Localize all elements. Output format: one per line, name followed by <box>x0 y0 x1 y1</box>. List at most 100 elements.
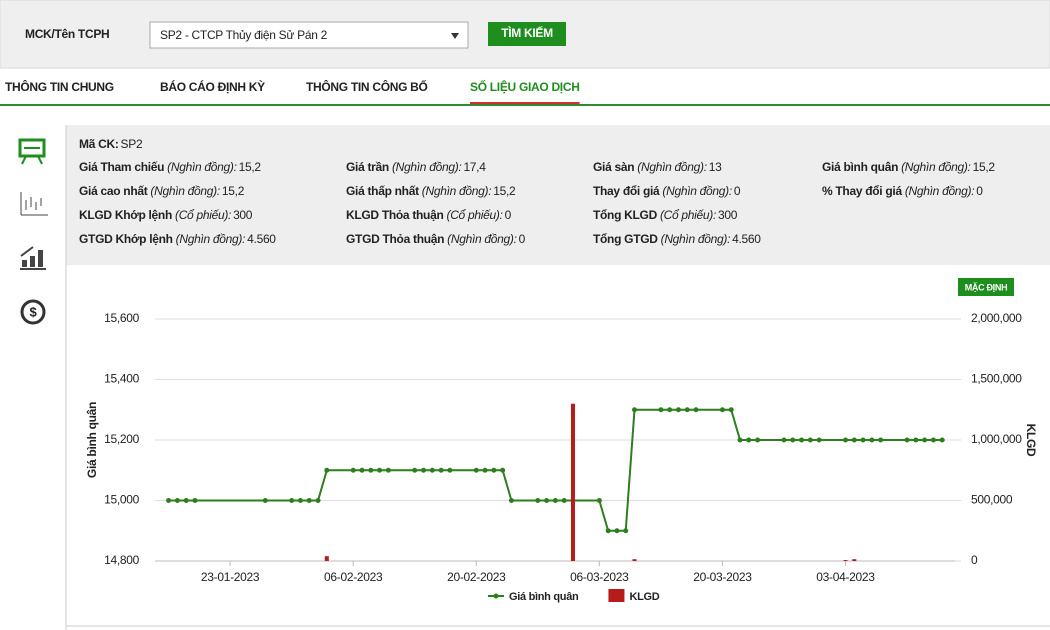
info-value: 0 <box>505 208 512 222</box>
y-tick-label: 15,000 <box>104 493 140 507</box>
dropdown-arrow <box>451 33 459 39</box>
price-point <box>605 528 611 534</box>
price-point <box>799 437 805 443</box>
icon-board[interactable] <box>18 138 46 165</box>
price-point <box>500 467 506 473</box>
tab[interactable]: BÁO CÁO ĐỊNH KỲ <box>160 79 265 94</box>
price-point <box>535 498 541 503</box>
info-value: 300 <box>718 208 738 222</box>
icon-candles[interactable] <box>20 192 48 216</box>
reset-button[interactable] <box>958 278 1014 296</box>
info-label: Giá thấp nhất <box>346 184 419 198</box>
price-point <box>552 498 558 503</box>
legend-swatch <box>608 589 625 602</box>
info-unit: (Nghìn đồng): <box>167 160 236 174</box>
info-item: KLGD Khớp lệnh (Cổ phiếu): 300 <box>79 208 253 222</box>
price-point <box>675 407 681 413</box>
price-line <box>168 408 943 532</box>
price-point <box>860 437 866 443</box>
stock-select[interactable] <box>149 21 469 49</box>
price-point <box>544 498 550 503</box>
y2-tick-label: 2,000,000 <box>971 311 1022 325</box>
y2-tick-label: 500,000 <box>971 493 1013 507</box>
x-tick-label: 06-03-2023 <box>570 570 629 584</box>
tab[interactable]: THÔNG TIN CÔNG BỐ <box>306 79 428 94</box>
x-tick-label: 20-02-2023 <box>447 570 506 584</box>
price-point <box>878 437 884 443</box>
tab[interactable]: THÔNG TIN CHUNG <box>5 79 114 94</box>
info-unit: (Nghìn đồng): <box>661 232 730 246</box>
price-point <box>508 498 514 503</box>
info-item: Giá Tham chiếu (Nghìn đồng): 15,2 <box>79 160 261 174</box>
info-label: KLGD Thỏa thuận <box>346 208 444 222</box>
info-label: Giá bình quân <box>822 160 898 174</box>
info-value: 0 <box>976 184 983 198</box>
y2-tick-label: 0 <box>971 553 978 567</box>
price-point <box>913 437 919 443</box>
price-point <box>385 467 391 473</box>
price-point <box>183 498 189 503</box>
price-point <box>658 407 664 413</box>
icon-growth[interactable] <box>20 246 46 270</box>
y-tick-label: 15,600 <box>104 311 140 325</box>
info-label: Giá cao nhất <box>79 184 148 198</box>
info-value: 15,2 <box>493 184 516 198</box>
price-point <box>667 407 673 413</box>
info-item: GTGD Khớp lệnh (Nghìn đồng): 4.560 <box>79 232 276 246</box>
side-icons: $ <box>18 138 48 325</box>
info-unit: (Nghìn đồng): <box>422 184 491 198</box>
price-point <box>174 498 180 503</box>
info-value: 300 <box>233 208 253 222</box>
price-point <box>192 498 198 503</box>
search-button[interactable] <box>488 22 566 46</box>
info-value: 0 <box>734 184 741 198</box>
y-tick-label: 14,800 <box>104 553 140 567</box>
price-point <box>324 467 330 473</box>
price-point <box>632 407 638 413</box>
price-point <box>368 467 374 473</box>
info-item: Tổng KLGD (Cổ phiếu): 300 <box>593 208 738 222</box>
price-point <box>816 437 822 443</box>
info-item: GTGD Thỏa thuận (Nghìn đồng): 0 <box>346 232 526 246</box>
tab[interactable]: SỐ LIỆU GIAO DỊCH <box>470 79 580 94</box>
info-unit: (Cổ phiếu): <box>447 208 503 222</box>
price-point <box>438 467 444 473</box>
price-point <box>166 498 172 503</box>
x-tick-label: 23-01-2023 <box>201 570 260 584</box>
price-point <box>843 437 849 443</box>
info-unit: (Nghìn đồng): <box>901 160 970 174</box>
info-item: Tổng GTGD (Nghìn đồng): 4.560 <box>593 232 761 246</box>
icon-money[interactable]: $ <box>20 299 46 325</box>
reset-button-label[interactable]: MẶC ĐỊNH <box>965 282 1008 292</box>
info-value: 4.560 <box>732 232 761 246</box>
volume-bar <box>852 559 857 561</box>
price-point <box>719 407 725 413</box>
legend-dot <box>493 593 499 599</box>
info-unit: (Cổ phiếu): <box>175 208 231 222</box>
code-value: SP2 <box>121 137 143 151</box>
info-item: KLGD Thỏa thuận (Cổ phiếu): 0 <box>346 208 512 222</box>
info-label: Tổng KLGD <box>593 208 658 222</box>
y2-tick-label: 1,500,000 <box>971 372 1022 386</box>
price-point <box>377 467 383 473</box>
volume-bar <box>324 556 329 561</box>
search-button-label[interactable]: TÌM KIẾM <box>501 25 553 40</box>
legend-label[interactable]: Giá bình quân <box>509 591 579 603</box>
selected-stock: SP2 - CTCP Thủy điện Sử Pán 2 <box>160 28 328 42</box>
x-tick-label: 06-02-2023 <box>324 570 383 584</box>
price-point <box>473 467 479 473</box>
info-label: Giá trần <box>346 160 389 174</box>
price-point <box>693 407 699 413</box>
price-point <box>746 437 752 443</box>
info-unit: (Nghìn đồng): <box>176 232 245 246</box>
info-unit: (Nghìn đồng): <box>662 184 731 198</box>
price-point <box>447 467 453 473</box>
price-point <box>851 437 857 443</box>
price-point <box>728 407 734 413</box>
legend-label[interactable]: KLGD <box>629 591 660 603</box>
info-item: % Thay đổi giá (Nghìn đồng): 0 <box>822 184 983 198</box>
info-label: GTGD Thỏa thuận <box>346 232 444 246</box>
price-point <box>297 498 303 503</box>
info-item: Giá cao nhất (Nghìn đồng): 15,2 <box>79 184 245 198</box>
